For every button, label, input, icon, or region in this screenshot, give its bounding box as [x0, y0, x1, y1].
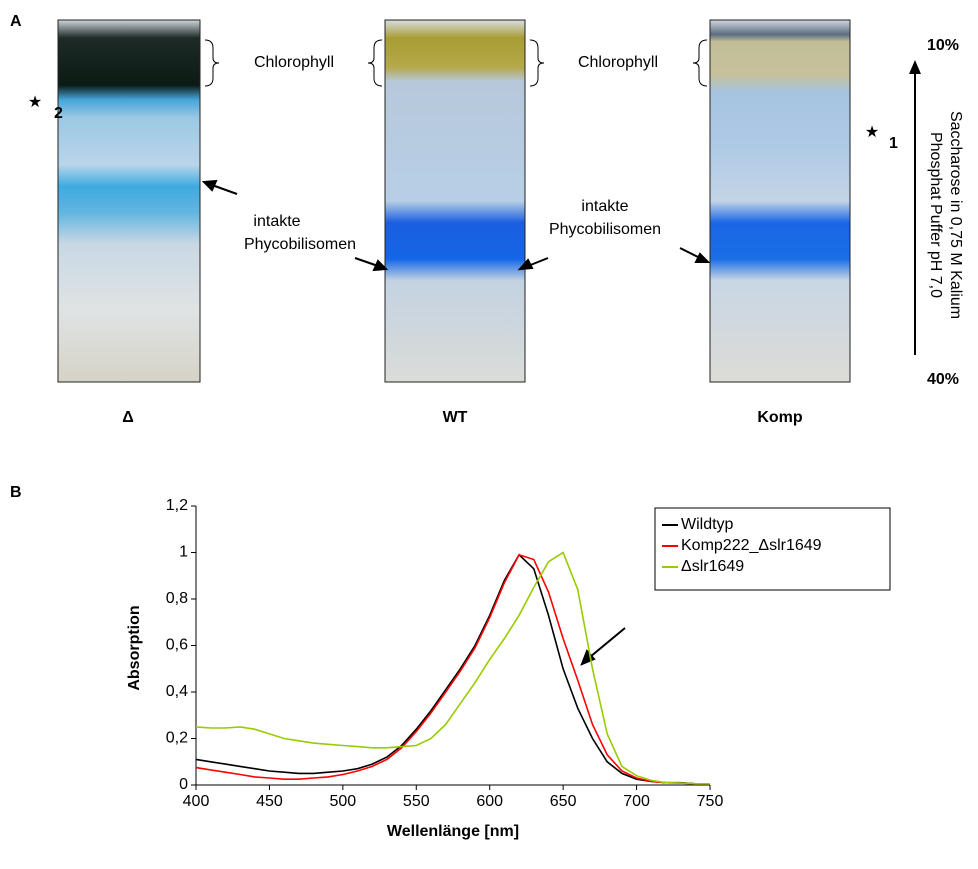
panel-label: B: [10, 484, 22, 501]
annotation: Phycobilisomen: [549, 221, 661, 238]
annotation: intakte: [253, 213, 300, 230]
brace: [205, 40, 219, 86]
gradient-top: 10%: [927, 37, 959, 54]
gradient-label: Saccharose in 0,75 M Kalium: [947, 111, 964, 319]
star: ★: [865, 124, 879, 141]
y-tick-label: 0,6: [166, 637, 188, 654]
y-axis-title: Absorption: [126, 605, 143, 690]
gradient-arrow-head: [909, 60, 921, 74]
x-tick-label: 400: [183, 793, 210, 810]
x-tick-label: 600: [476, 793, 503, 810]
annotation: Chlorophyll: [254, 54, 334, 71]
x-tick-label: 500: [330, 793, 357, 810]
tube-label: Komp: [757, 409, 803, 426]
annotation: Chlorophyll: [578, 54, 658, 71]
panel-a: A Chlorophyll Chlorophyll intakte Phycob…: [10, 13, 964, 426]
brace: [368, 40, 382, 86]
annotation: intakte: [581, 198, 628, 215]
tube: [385, 20, 525, 382]
gradient-label: Phosphat Puffer pH 7,0: [927, 132, 944, 298]
star: ★: [28, 94, 42, 111]
y-tick-label: 1,2: [166, 497, 188, 514]
x-axis-title: Wellenlänge [nm]: [387, 823, 519, 840]
legend-label: Δslr1649: [681, 558, 744, 575]
tube: [710, 20, 850, 382]
legend-label: Komp222_Δslr1649: [681, 537, 822, 554]
y-tick-label: 0,2: [166, 730, 188, 747]
gradient-bottom: 40%: [927, 371, 959, 388]
x-tick-label: 750: [697, 793, 724, 810]
tube-label: WT: [443, 409, 468, 426]
star-subscript: 1: [889, 135, 898, 152]
data-line: [196, 555, 710, 784]
legend-label: Wildtyp: [681, 516, 734, 533]
y-tick-label: 0,4: [166, 683, 188, 700]
x-tick-label: 450: [256, 793, 283, 810]
tube-label: Δ: [122, 409, 134, 426]
data-line: [196, 553, 710, 784]
y-tick-label: 1: [179, 544, 188, 561]
annotation: Phycobilisomen: [244, 236, 356, 253]
tube: [58, 20, 200, 382]
brace: [693, 40, 707, 86]
x-tick-label: 700: [623, 793, 650, 810]
data-line: [196, 555, 710, 784]
star-subscript: 2: [54, 105, 63, 122]
brace: [530, 40, 544, 86]
y-tick-label: 0,8: [166, 590, 188, 607]
y-tick-label: 0: [179, 776, 188, 793]
panel-label: A: [10, 13, 22, 30]
x-tick-label: 650: [550, 793, 577, 810]
x-tick-label: 550: [403, 793, 430, 810]
figure: A Chlorophyll Chlorophyll intakte Phycob…: [0, 0, 978, 869]
